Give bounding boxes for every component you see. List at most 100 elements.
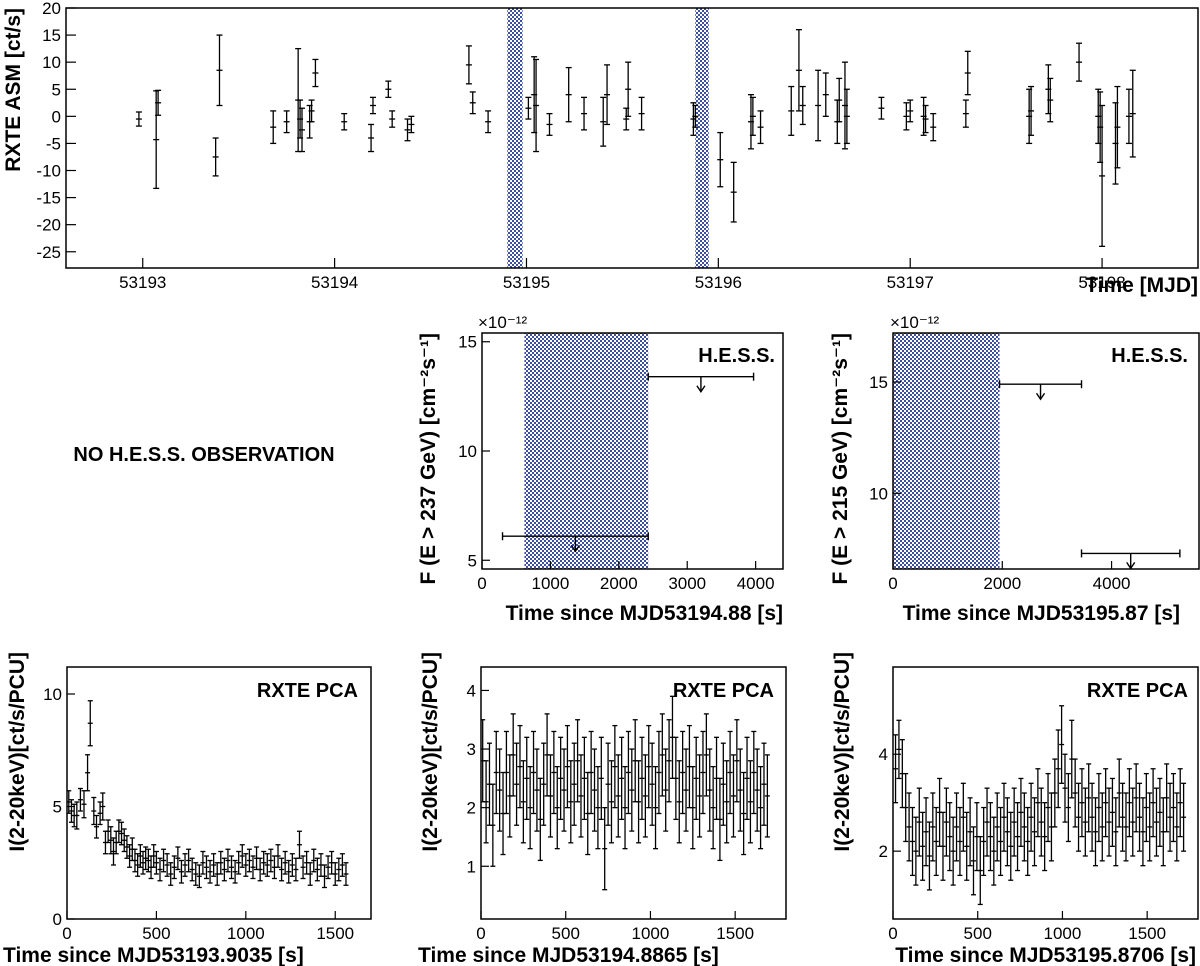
x-tick-label: 0 [888,574,897,593]
data-point [275,844,281,868]
pca2-data-points [481,695,770,891]
data-point [561,748,567,832]
data-point [907,99,914,123]
data-point [77,787,83,812]
data-point [717,777,723,862]
data-point [1147,792,1153,862]
y-tick-label: 15 [42,26,61,45]
data-point [211,853,217,877]
data-point [486,742,492,826]
data-point [1035,768,1041,838]
upper-limit-arrow-head [696,385,706,393]
data-point [308,99,315,123]
x-tick-label: 0 [477,574,486,593]
data-point [724,760,730,844]
data-point [629,748,635,832]
data-point [525,96,532,120]
data-point [533,58,540,153]
y-tick-label: 15 [458,333,477,352]
data-point [1109,777,1115,847]
data-point [693,736,699,821]
data-point [690,102,697,136]
data-point [1170,772,1176,843]
asm-frame [65,7,1199,269]
upper-limit-arrow-head [1035,392,1046,401]
data-point [703,713,709,797]
data-point [909,806,915,877]
data-point [341,112,348,131]
data-point [182,853,188,877]
hess1-xlabel: Time since MJD53194.88 [s] [506,602,783,625]
data-point [636,760,642,844]
pca3-panel: 0 500 1000 1500 2 4 RXTE PCA I(2-20keV)[ct/s/… [831,652,1199,966]
data-point [74,801,80,830]
data-point [121,828,127,853]
data-point [673,736,679,821]
data-point [730,161,737,223]
data-point [700,730,706,815]
shaded-region [695,8,709,268]
data-point [994,792,1000,862]
pca3-ylabel: I(2-20keV)[ct/s/PCU] [831,652,854,852]
data-point [1018,777,1024,847]
data-point [1025,806,1031,877]
data-point [385,80,392,99]
y-tick-label: 10 [869,484,888,503]
hess2-panel-label: H.E.S.S. [1111,345,1188,367]
y-tick-label: 2 [879,842,888,861]
data-point [747,760,753,844]
data-point [110,837,116,866]
data-point [1167,782,1173,852]
data-point [221,857,227,882]
pca1-ticks: 0 500 1000 1500 0 5 10 [43,685,354,943]
data-point [1079,768,1085,838]
y-tick-label: 0 [52,107,61,126]
y-tick-label: 1 [467,857,476,876]
asm-panel: 53193 53194 53195 53196 53197 53198 20 15 10 5 0 -5… [2,0,1199,297]
hess1-exponent-label: ×10⁻¹² [478,313,527,332]
data-point [598,736,604,821]
hess2-shaded-regions [893,333,1000,569]
data-point [588,730,594,815]
data-point [749,96,756,136]
hess2-panel: 0 2000 4000 10 15 H.E.S.S. ×10⁻¹² F (E > 215… [829,313,1200,625]
y-tick-label: 0 [53,910,62,929]
x-tick-label: 3000 [668,574,706,593]
data-point [1137,782,1143,852]
data-point [1065,772,1071,843]
x-tick-label: 500 [964,924,992,943]
data-point [186,848,192,873]
data-point [196,864,202,889]
data-point [571,742,577,826]
pca2-xlabel: Time since MJD53194.8865 [s] [418,944,719,966]
y-tick-label: 5 [52,80,61,99]
data-point [1164,763,1170,833]
data-point [578,754,584,838]
data-point [913,816,919,886]
data-point [903,772,909,843]
data-point [639,736,645,821]
data-point [239,844,245,868]
data-point [537,777,543,862]
data-point [1082,787,1088,857]
data-point [1157,777,1163,847]
data-point [541,742,547,826]
data-point [298,107,305,153]
data-point [615,754,621,838]
data-point [683,748,689,832]
asm-data-points [135,29,1136,247]
data-point [1072,758,1078,828]
hess1-shaded-regions [524,333,649,569]
data-point [754,748,760,832]
data-point [105,819,111,844]
hess1-ylabel: F (E > 237 GeV) [cm⁻²s⁻¹] [417,333,440,585]
data-point [714,736,720,821]
data-point [343,862,349,886]
data-point [531,730,537,815]
data-point [638,96,645,131]
data-point [1120,782,1126,852]
data-point [1092,797,1098,867]
data-point [1113,797,1119,867]
x-tick-label: 4000 [1093,574,1131,593]
data-point [666,719,672,803]
